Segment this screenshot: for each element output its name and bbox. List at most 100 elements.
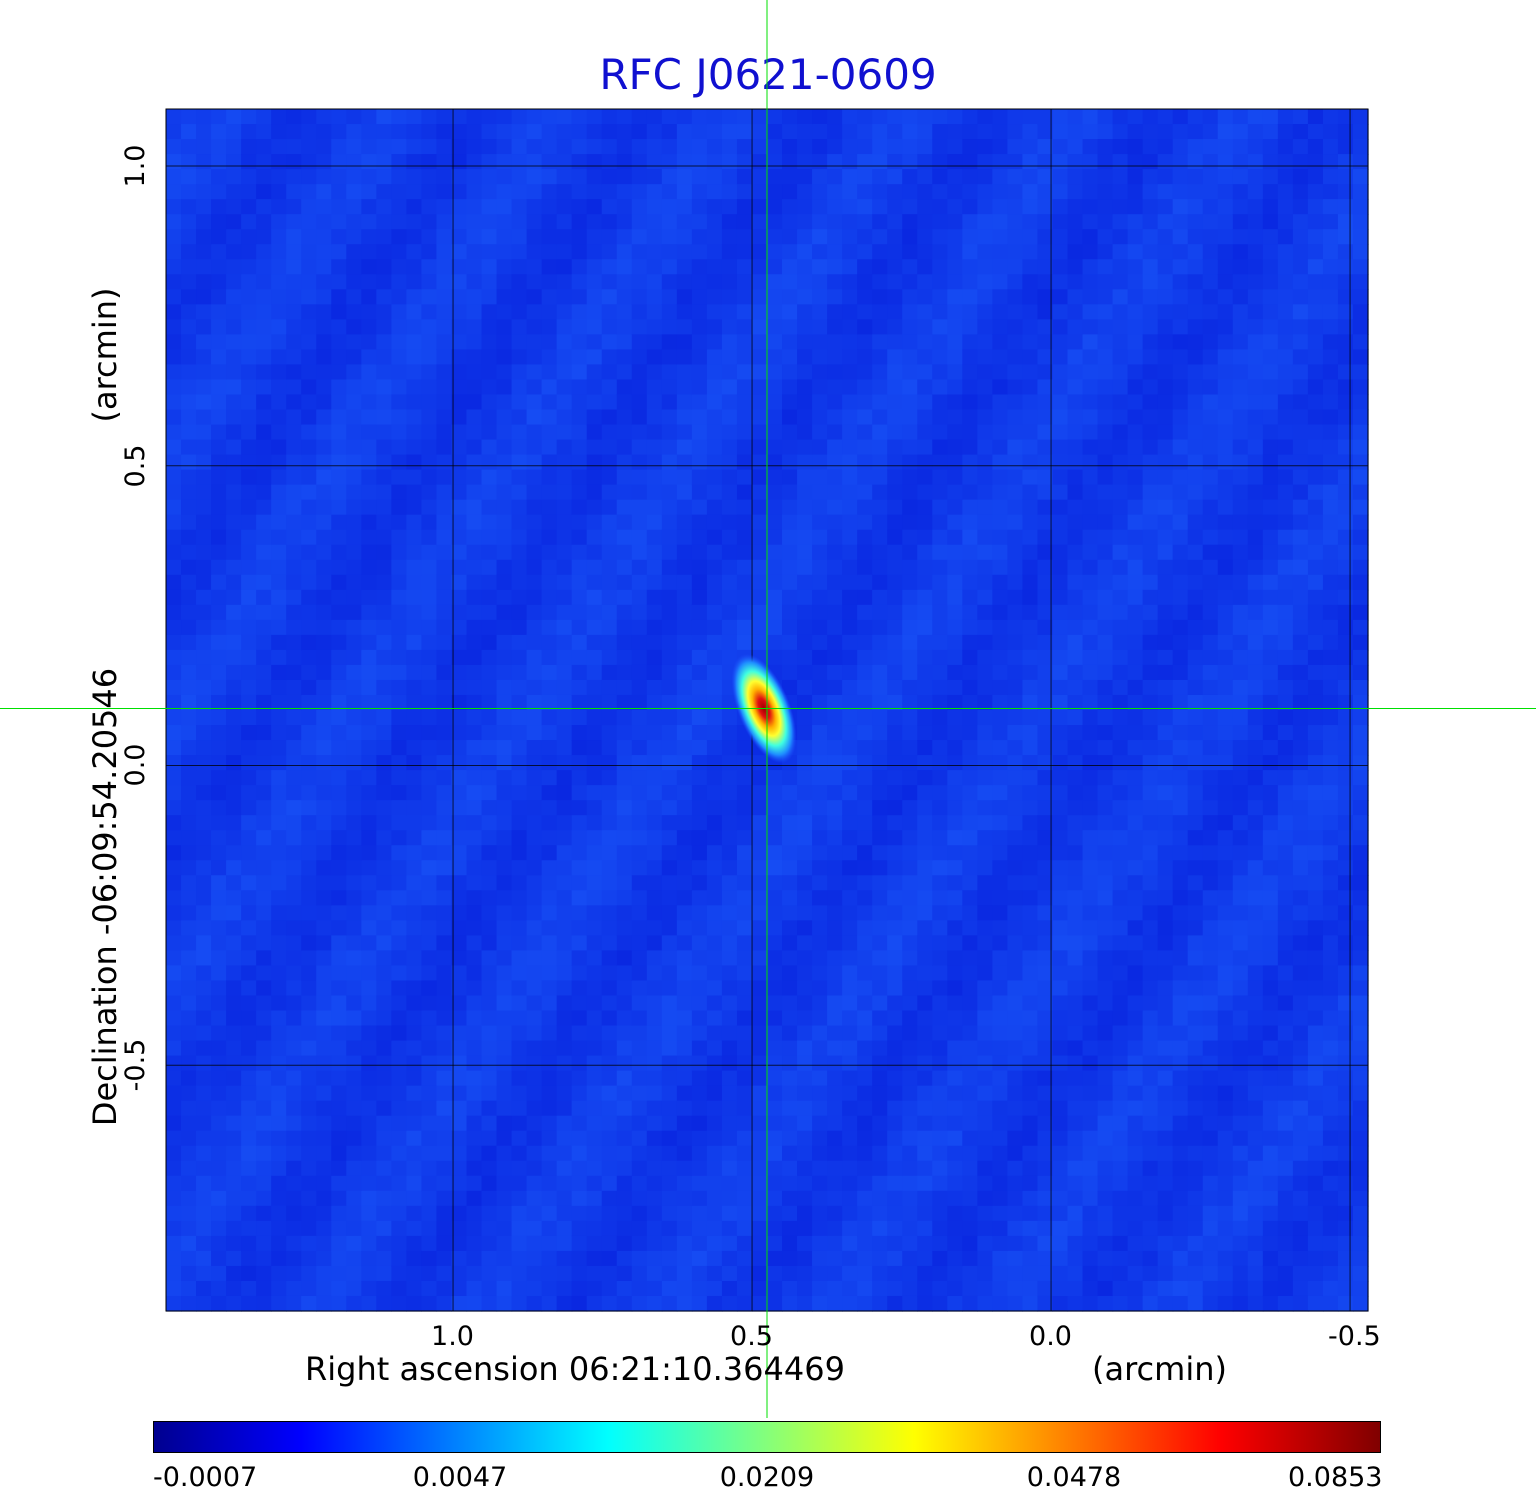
image-pixel — [616, 244, 633, 260]
image-pixel — [1067, 229, 1084, 245]
image-pixel — [932, 424, 948, 441]
image-pixel — [857, 289, 873, 305]
image-pixel — [872, 980, 888, 997]
image-pixel — [211, 394, 227, 411]
image-pixel — [346, 1040, 362, 1057]
image-pixel — [346, 830, 362, 846]
image-pixel — [391, 1160, 408, 1177]
image-pixel — [406, 394, 423, 411]
image-pixel — [842, 1055, 858, 1072]
image-pixel — [1037, 274, 1054, 290]
image-pixel — [241, 800, 257, 816]
image-pixel — [616, 109, 633, 125]
image-pixel — [376, 905, 392, 921]
image-pixel — [872, 860, 888, 876]
image-pixel — [286, 649, 302, 666]
image-pixel — [241, 124, 257, 140]
image-pixel — [451, 304, 468, 320]
image-pixel — [812, 679, 828, 696]
image-pixel — [1082, 935, 1099, 952]
image-pixel — [691, 289, 708, 305]
image-pixel — [196, 890, 212, 906]
image-pixel — [451, 664, 468, 681]
image-pixel — [331, 995, 347, 1012]
image-pixel — [902, 409, 918, 426]
image-pixel — [571, 439, 588, 456]
image-pixel — [1067, 935, 1084, 952]
image-pixel — [166, 604, 182, 621]
image-pixel — [361, 965, 377, 982]
image-pixel — [601, 274, 618, 290]
image-pixel — [1037, 950, 1054, 967]
image-pixel — [676, 559, 693, 576]
image-pixel — [992, 1250, 1009, 1267]
image-pixel — [571, 1295, 588, 1312]
image-pixel — [406, 439, 423, 456]
image-pixel — [902, 1055, 918, 1072]
image-pixel — [872, 1250, 888, 1267]
image-pixel — [211, 664, 227, 681]
image-pixel — [902, 604, 918, 621]
image-pixel — [511, 349, 528, 366]
image-pixel — [857, 1175, 873, 1192]
image-pixel — [646, 634, 663, 651]
image-pixel — [346, 1025, 362, 1042]
image-pixel — [1022, 785, 1039, 801]
image-pixel — [902, 364, 918, 381]
image-pixel — [286, 559, 302, 576]
image-pixel — [361, 1250, 377, 1267]
image-pixel — [376, 589, 392, 606]
image-pixel — [166, 1055, 182, 1072]
image-pixel — [962, 710, 978, 726]
image-pixel — [751, 499, 768, 516]
image-pixel — [181, 394, 197, 411]
image-pixel — [256, 499, 272, 516]
image-pixel — [541, 379, 558, 396]
image-pixel — [361, 154, 377, 170]
image-pixel — [346, 920, 362, 936]
image-pixel — [842, 694, 858, 711]
image-pixel — [211, 1265, 227, 1282]
image-pixel — [526, 920, 543, 936]
image-pixel — [466, 1100, 483, 1117]
image-pixel — [271, 649, 287, 666]
image-pixel — [932, 364, 948, 381]
image-pixel — [361, 1130, 377, 1147]
image-pixel — [992, 800, 1009, 816]
image-pixel — [211, 950, 227, 967]
image-pixel — [286, 1145, 302, 1162]
image-pixel — [286, 334, 302, 351]
image-pixel — [601, 664, 618, 681]
image-pixel — [661, 785, 678, 801]
image-pixel — [736, 124, 753, 140]
image-pixel — [1097, 364, 1114, 381]
image-pixel — [706, 139, 723, 155]
image-pixel — [481, 905, 498, 921]
image-pixel — [271, 499, 287, 516]
image-pixel — [902, 334, 918, 351]
image-pixel — [526, 1085, 543, 1102]
image-pixel — [181, 544, 197, 561]
image-pixel — [421, 1205, 438, 1222]
image-pixel — [751, 469, 768, 486]
image-pixel — [286, 604, 302, 621]
image-pixel — [661, 815, 678, 831]
image-pixel — [166, 860, 182, 876]
image-pixel — [706, 124, 723, 140]
image-pixel — [797, 664, 813, 681]
image-pixel — [541, 649, 558, 666]
image-pixel — [496, 454, 513, 471]
image-pixel — [571, 1280, 588, 1297]
image-pixel — [932, 139, 948, 155]
image-pixel — [256, 1055, 272, 1072]
image-pixel — [241, 439, 257, 456]
image-pixel — [932, 154, 948, 170]
image-pixel — [331, 1235, 347, 1252]
image-pixel — [827, 379, 843, 396]
image-pixel — [1007, 800, 1024, 816]
image-pixel — [977, 1025, 993, 1042]
image-pixel — [736, 574, 753, 591]
image-pixel — [962, 454, 978, 471]
image-pixel — [361, 1085, 377, 1102]
image-pixel — [496, 845, 513, 861]
